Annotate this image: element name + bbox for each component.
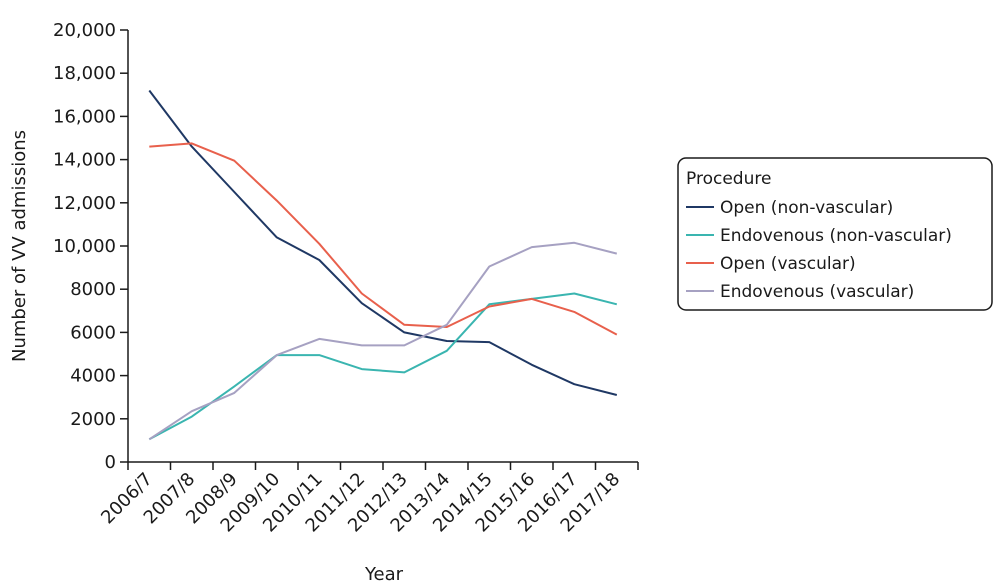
y-axis-ticks: 0 2000 4000 6000 8000 10,000 12,000 14,000 16,00…	[53, 20, 128, 473]
y-tick-label: 18,000	[53, 63, 116, 84]
y-tick-label: 8000	[70, 279, 116, 300]
legend-label: Endovenous (non-vascular)	[720, 226, 952, 246]
series-line	[148, 292, 618, 441]
y-tick-label: 6000	[70, 322, 116, 343]
legend-box	[677, 157, 993, 311]
legend-items: Open (non-vascular) Endovenous (non-vascu…	[686, 198, 952, 302]
legend-label: Open (non-vascular)	[720, 198, 893, 218]
series-line	[148, 241, 618, 441]
y-tick-label: 14,000	[53, 150, 116, 171]
series-line	[149, 142, 618, 336]
y-tick-label: 4000	[70, 366, 116, 387]
legend-title: Procedure	[686, 169, 771, 189]
series-line	[148, 89, 618, 396]
y-tick-label: 0	[105, 452, 116, 473]
y-axis-title: Number of VV admissions	[9, 130, 30, 362]
axes	[127, 30, 638, 463]
y-tick-label: 12,000	[53, 193, 116, 214]
series-lines	[148, 89, 618, 441]
y-tick-label: 16,000	[53, 106, 116, 127]
y-tick-label: 10,000	[53, 236, 116, 257]
y-tick-label: 20,000	[53, 20, 116, 41]
y-tick-label: 2000	[70, 409, 116, 430]
x-axis-ticks: 2006/72007/82008/92009/102010/112011/122…	[97, 462, 639, 536]
legend-label: Endovenous (vascular)	[720, 282, 914, 302]
x-axis-title: Year	[364, 564, 404, 585]
legend: Procedure Open (non-vascular) Endovenous …	[677, 157, 993, 311]
legend-label: Open (vascular)	[720, 254, 856, 274]
